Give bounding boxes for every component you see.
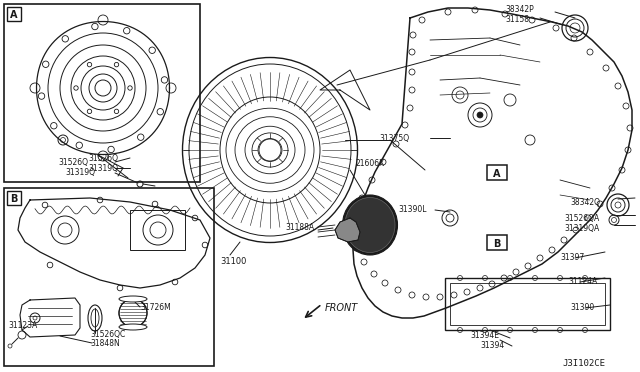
Text: 31526Q: 31526Q: [58, 158, 88, 167]
Bar: [7, 7, 21, 21]
Text: 31848N: 31848N: [90, 340, 120, 349]
Text: 31188A: 31188A: [286, 224, 315, 232]
Text: FRONT: FRONT: [325, 303, 358, 313]
Text: 31397: 31397: [560, 253, 584, 263]
Bar: [445, 278, 610, 330]
Text: 31319Q: 31319Q: [88, 164, 118, 173]
Text: 31394E: 31394E: [470, 330, 499, 340]
Text: 38342Q: 38342Q: [570, 198, 600, 206]
Text: 31124A: 31124A: [568, 278, 597, 286]
Text: 31390L: 31390L: [398, 205, 426, 215]
Bar: [450, 283, 605, 325]
Text: B: B: [10, 194, 18, 204]
Text: 31526QA: 31526QA: [564, 214, 600, 222]
Bar: [487, 235, 507, 250]
Bar: [4, 4, 200, 182]
Ellipse shape: [259, 139, 281, 161]
Text: 31123A: 31123A: [8, 321, 37, 330]
Text: 31526Q: 31526Q: [88, 154, 118, 164]
Ellipse shape: [119, 296, 147, 302]
Text: 31319QA: 31319QA: [564, 224, 600, 232]
Text: 31390: 31390: [570, 304, 595, 312]
Text: A: A: [493, 169, 500, 179]
Text: 31100: 31100: [220, 257, 246, 266]
Text: J3I102CE: J3I102CE: [562, 359, 605, 369]
Text: 31319Q: 31319Q: [65, 169, 95, 177]
Text: 31375Q: 31375Q: [380, 134, 410, 142]
Ellipse shape: [342, 195, 397, 255]
Ellipse shape: [345, 198, 395, 253]
Text: 31158: 31158: [505, 16, 529, 25]
Text: 31726M: 31726M: [140, 304, 171, 312]
Circle shape: [477, 112, 483, 118]
Bar: [130, 210, 185, 250]
Text: 21606X: 21606X: [355, 158, 385, 167]
Bar: [4, 188, 214, 366]
Text: A: A: [10, 10, 18, 20]
Text: 38342P: 38342P: [505, 6, 534, 15]
Bar: [487, 165, 507, 180]
Text: B: B: [493, 239, 500, 249]
Text: 31526QC: 31526QC: [90, 330, 125, 339]
Ellipse shape: [119, 324, 147, 330]
Bar: [7, 191, 21, 205]
Text: 31394: 31394: [480, 341, 504, 350]
Polygon shape: [335, 218, 360, 242]
